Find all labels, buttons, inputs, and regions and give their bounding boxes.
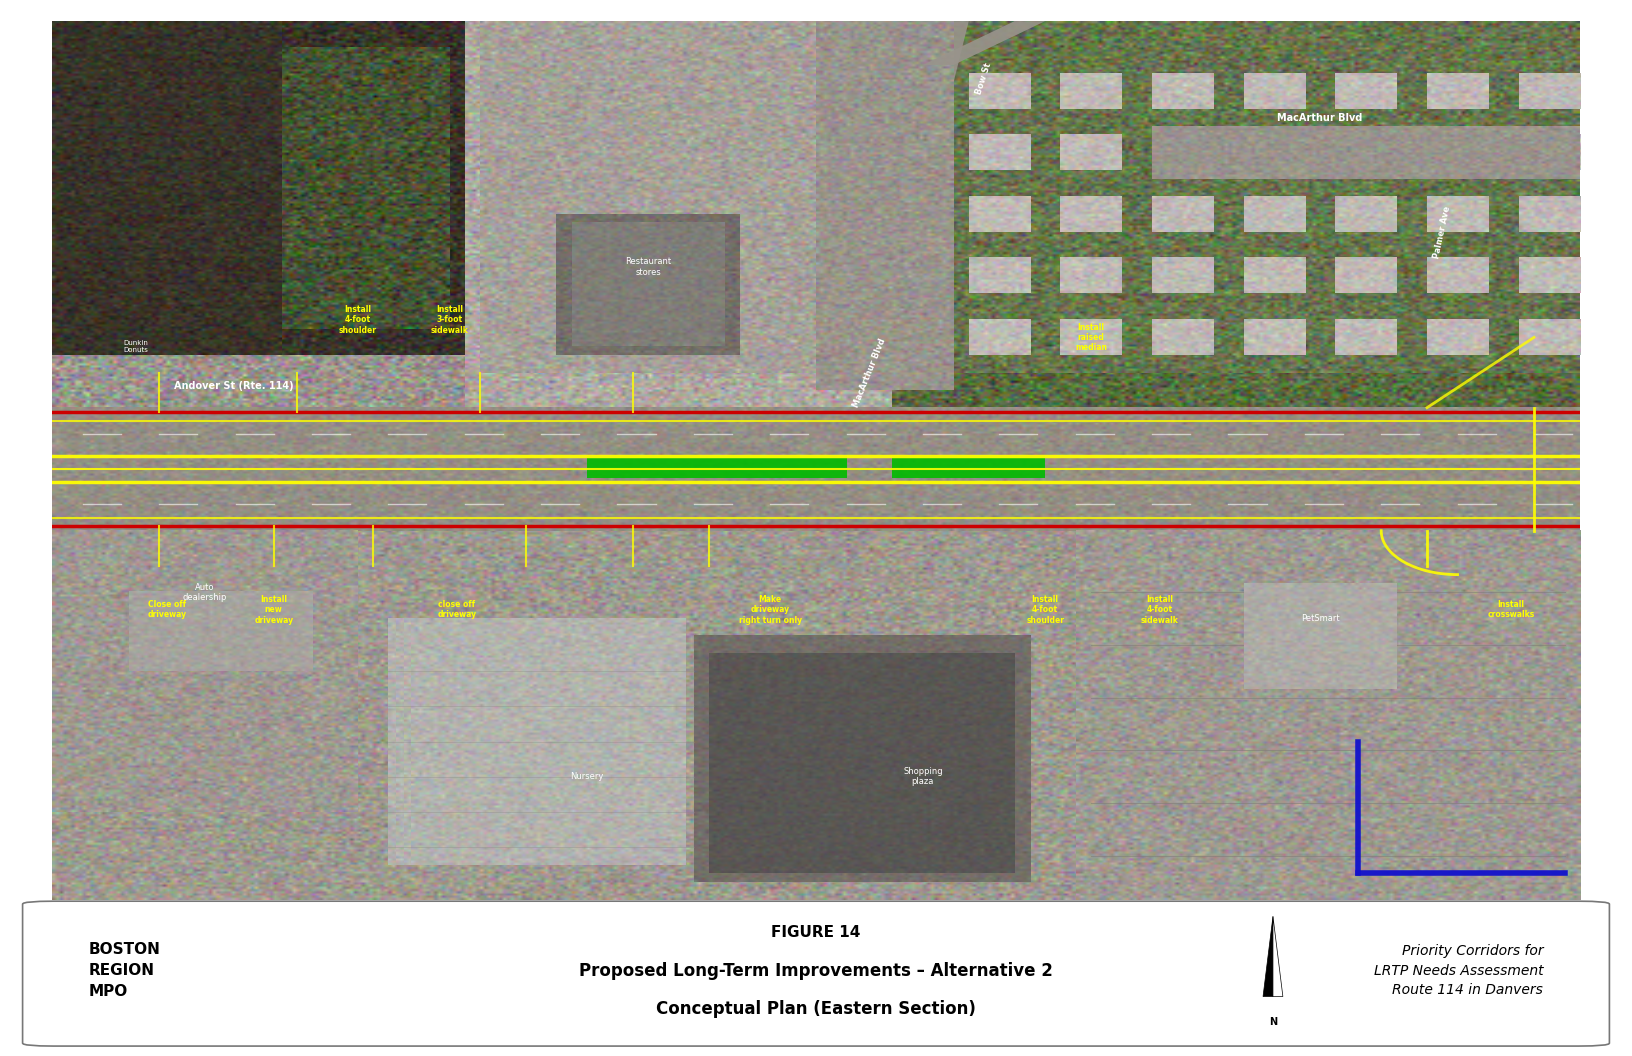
Text: Nursery: Nursery — [570, 772, 604, 781]
Text: MacArthur Blvd: MacArthur Blvd — [1278, 113, 1363, 122]
Text: Palmer Ave: Palmer Ave — [1433, 205, 1452, 259]
Text: Install
3-foot
sidewalk: Install 3-foot sidewalk — [431, 305, 468, 335]
Text: Proposed Long-Term Improvements – Alternative 2: Proposed Long-Term Improvements – Altern… — [579, 962, 1053, 980]
Text: Bow St: Bow St — [974, 61, 994, 95]
Text: FIGURE 14: FIGURE 14 — [772, 925, 860, 940]
Polygon shape — [1273, 917, 1283, 997]
Polygon shape — [1263, 917, 1273, 997]
Bar — [893, 456, 1044, 478]
Text: BOSTON
REGION
MPO: BOSTON REGION MPO — [88, 942, 160, 999]
Text: Priority Corridors for
LRTP Needs Assessment
Route 114 in Danvers: Priority Corridors for LRTP Needs Assess… — [1374, 944, 1544, 997]
Polygon shape — [924, 21, 1044, 65]
Text: Andover St (Rte. 114): Andover St (Rte. 114) — [175, 381, 294, 391]
Text: N: N — [1270, 1017, 1276, 1027]
Text: Install
crosswalks: Install crosswalks — [1487, 600, 1534, 620]
Text: Conceptual Plan (Eastern Section): Conceptual Plan (Eastern Section) — [656, 1000, 976, 1018]
Text: Dunkin
Donuts: Dunkin Donuts — [124, 340, 149, 353]
Text: Install
4-foot
sidewalk: Install 4-foot sidewalk — [1141, 595, 1178, 625]
Text: Auto
dealership: Auto dealership — [183, 583, 227, 602]
Text: Restaurant
stores: Restaurant stores — [625, 258, 671, 277]
Text: MacArthur Blvd: MacArthur Blvd — [852, 337, 888, 409]
Bar — [588, 456, 847, 478]
Text: Shopping
plaza: Shopping plaza — [902, 767, 943, 787]
Polygon shape — [816, 21, 969, 390]
Text: Install
4-foot
shoulder: Install 4-foot shoulder — [1027, 595, 1064, 625]
FancyBboxPatch shape — [23, 901, 1609, 1046]
Text: Install
new
driveway: Install new driveway — [255, 595, 294, 625]
Text: Close off
driveway: Close off driveway — [147, 600, 186, 620]
Text: Make
driveway
right turn only: Make driveway right turn only — [739, 595, 801, 625]
Text: PetSmart: PetSmart — [1301, 614, 1340, 623]
Text: Install
4-foot
shoulder: Install 4-foot shoulder — [339, 305, 377, 335]
Text: Install
raised
median: Install raised median — [1075, 322, 1106, 353]
Text: close off
driveway: close off driveway — [437, 600, 477, 620]
